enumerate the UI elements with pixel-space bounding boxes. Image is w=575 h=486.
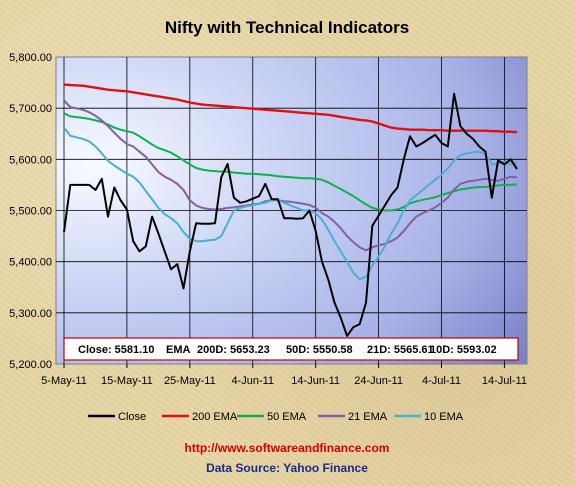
info-ema-label: EMA: [166, 344, 191, 356]
x-tick-label: 25-May-11: [164, 375, 216, 387]
series-line-50-ema: [63, 112, 518, 212]
info-10d: 10D: 5593.02: [430, 344, 497, 356]
legend: Close 200 EMA 50 EMA 21 EMA 10 EMA: [88, 411, 464, 423]
legend-item: 10 EMA: [394, 411, 464, 423]
series-line-close: [63, 92, 518, 337]
y-tick-label: 5,800.00: [9, 52, 52, 64]
legend-item: 200 EMA: [162, 411, 238, 423]
series-lines: [63, 83, 518, 337]
legend-item: 21 EMA: [318, 411, 388, 423]
info-21d: 21D: 5565.61: [367, 344, 434, 356]
x-tick-label: 5-May-11: [41, 375, 87, 387]
info-50d: 50D: 5550.58: [286, 344, 353, 356]
x-tick-label: 24-Jun-11: [354, 375, 403, 387]
y-axis: 5,200.00 5,300.00 5,400.00 5,500.00 5,600.00…: [9, 52, 52, 371]
legend-label: 200 EMA: [192, 411, 238, 423]
y-tick-label: 5,400.00: [9, 257, 52, 269]
legend-item: Close: [88, 411, 146, 423]
chart-title: Nifty with Technical Indicators: [165, 18, 409, 37]
series-line-200-ema: [63, 83, 518, 134]
x-tick-label: 15-May-11: [101, 375, 153, 387]
y-tick-label: 5,700.00: [9, 103, 52, 115]
info-200d: 200D: 5653.23: [197, 344, 270, 356]
x-tick-label: 4-Jun-11: [231, 375, 274, 387]
legend-label: 50 EMA: [267, 411, 307, 423]
y-tick-label: 5,200.00: [9, 359, 52, 371]
x-tick-label: 14-Jul-11: [482, 375, 527, 387]
info-close: Close: 5581.10: [78, 344, 154, 356]
series-line-10-ema: [63, 126, 518, 281]
footer-url: http://www.softwareandfinance.com: [185, 441, 390, 455]
y-tick-label: 5,500.00: [9, 206, 52, 218]
legend-label: 10 EMA: [424, 411, 464, 423]
footer-source: Data Source: Yahoo Finance: [206, 461, 368, 475]
x-axis: 5-May-11 15-May-11 25-May-11 4-Jun-11 14-Jun…: [41, 364, 527, 387]
y-tick-label: 5,300.00: [9, 308, 52, 320]
x-tick-label: 14-Jun-11: [291, 375, 340, 387]
y-tick-label: 5,600.00: [9, 154, 52, 166]
legend-label: 21 EMA: [348, 411, 388, 423]
series-line-21-ema: [63, 99, 518, 252]
info-box: [63, 337, 519, 361]
x-tick-label: 4-Jul-11: [422, 375, 461, 387]
legend-item: 50 EMA: [237, 411, 307, 423]
legend-label: Close: [118, 411, 146, 423]
